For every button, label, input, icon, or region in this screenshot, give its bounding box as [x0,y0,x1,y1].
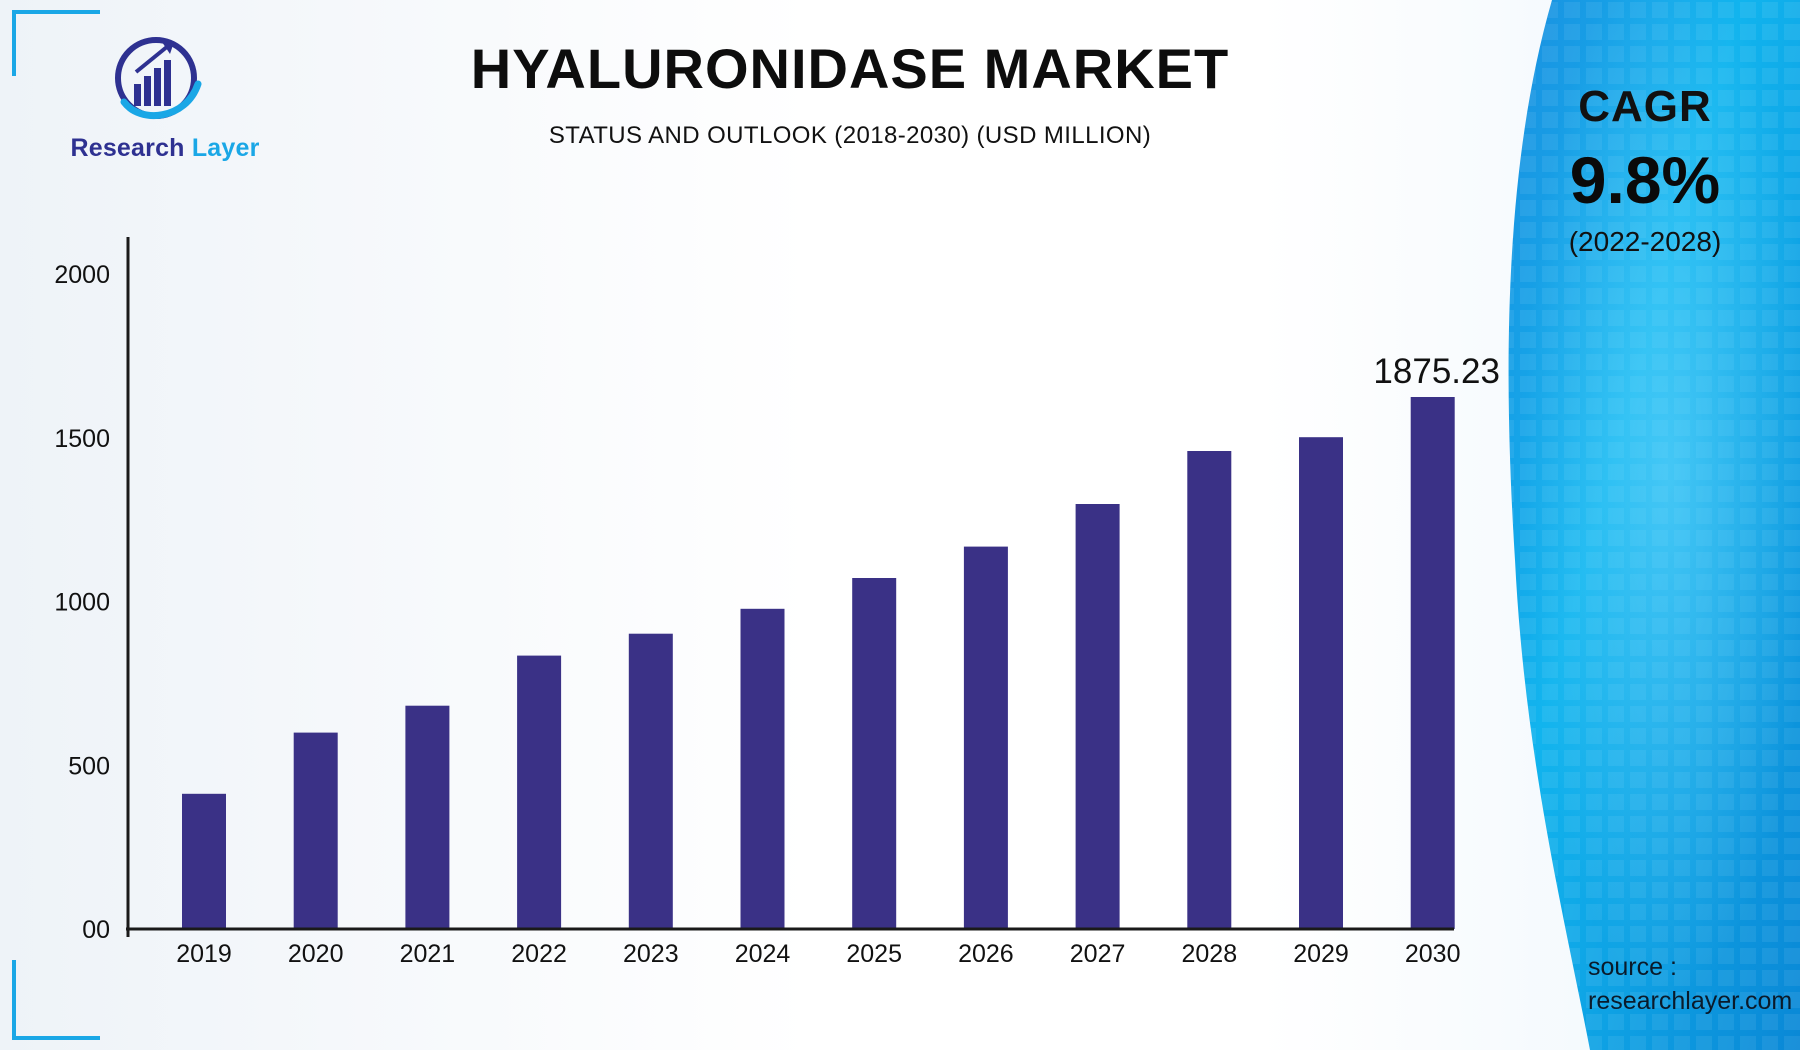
x-tick-label-2023: 2023 [623,940,679,968]
annotation-layer: 1875.23 [1373,352,1500,391]
x-tick-label-2019: 2019 [176,940,232,968]
y-tick-label-1000: 1000 [54,589,110,617]
y-tick-label-1500: 1500 [54,425,110,453]
x-tick-label-2028: 2028 [1181,940,1237,968]
x-tick-label-2026: 2026 [958,940,1014,968]
bar-2019 [182,793,226,929]
data-label-2030: 1875.23 [1373,352,1500,391]
bar-2029 [1299,437,1343,929]
x-tick-label-2024: 2024 [735,940,791,968]
bar-2020 [293,732,338,929]
research-layer-logo: Research Layer [50,22,280,162]
x-tick-label-2029: 2029 [1293,940,1349,968]
bar-2022 [517,655,562,929]
x-tick-label-2022: 2022 [511,940,567,968]
bar-2027 [1075,504,1120,929]
x-tick-label-2030: 2030 [1405,940,1461,968]
logo-word-research: Research [70,134,185,162]
corner-bracket-top [12,10,100,76]
logo-word-layer: Layer [191,134,260,162]
chart-title: HYALURONIDASE MARKET [470,37,1230,100]
bar-2024 [740,608,785,929]
cagr-period: (2022-2028) [1568,226,1722,257]
x-tick-label-2020: 2020 [288,940,344,968]
logo-text: Research Layer [50,134,280,163]
bars-layer [182,397,1455,929]
bar-2028 [1187,451,1232,929]
x-tick-label-2025: 2025 [846,940,902,968]
bar-chart-logo-icon [115,37,202,119]
y-tick-label-0: 00 [82,916,110,944]
bar-2030 [1410,397,1455,929]
corner-bracket-bottom [12,960,100,1040]
y-tick-label-2000: 2000 [54,261,110,289]
x-axis-ticks: 2019 2020 2021 2022 2023 2024 2025 2026 2027 2028… [176,940,1460,968]
bar-2025 [852,578,897,929]
y-axis-ticks: 00 500 1000 1500 2000 [54,261,110,944]
cagr-label: CAGR [1578,82,1712,131]
bar-2021 [405,705,450,929]
bar-2026 [963,546,1008,929]
x-tick-label-2021: 2021 [400,940,456,968]
source-note: source : researchlayer.com [1588,953,1793,1015]
y-tick-label-500: 500 [68,752,110,780]
bar-2023 [628,633,673,929]
chart-subtitle: STATUS AND OUTLOOK (2018-2030) (USD MILL… [548,122,1152,149]
cagr-value: 9.8% [1569,143,1721,217]
x-tick-label-2027: 2027 [1070,940,1126,968]
